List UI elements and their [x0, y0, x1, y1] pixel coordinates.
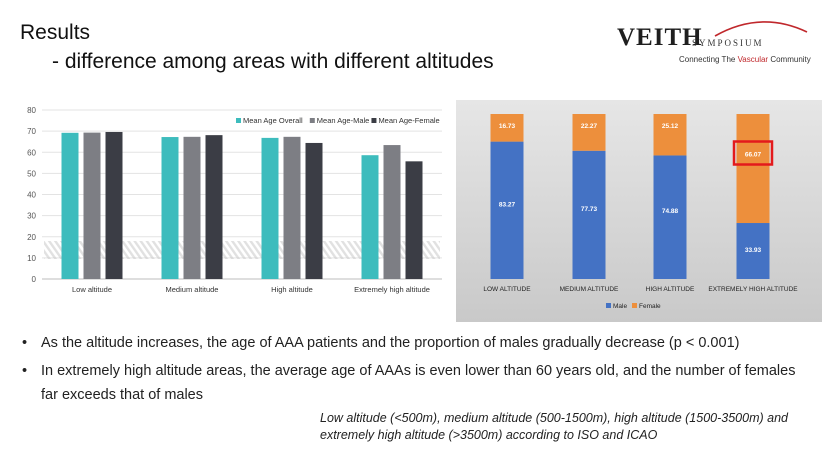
logo-wordmark: VEITH: [617, 24, 703, 51]
hatched-band: [44, 241, 440, 259]
mean-age-chart: 0 10 20 30 40 50 60 70 80 Low altitude Medium alti…: [27, 106, 442, 294]
bar-female: [490, 114, 524, 142]
bullet-item: • In extremely high altitude areas, the a…: [22, 363, 796, 403]
y-tick-label: 80: [27, 106, 36, 115]
x-tick-label: Extremely high altitude: [354, 285, 430, 294]
bar: [305, 142, 323, 279]
x-tick-label: Medium altitude: [166, 285, 219, 294]
legend-label: Mean Age-Male: [317, 116, 370, 125]
data-label-female: 16.73: [499, 123, 516, 130]
y-tick-label: 10: [27, 254, 36, 263]
data-label-female: 66.07: [745, 152, 762, 159]
bar: [105, 131, 123, 279]
bar-female: [653, 114, 687, 156]
bar: [261, 137, 279, 279]
data-label-female: 22.27: [581, 123, 598, 130]
bar-female: [572, 114, 606, 151]
altitude-footnote: Low altitude (<500m), medium altitude (5…: [320, 411, 788, 442]
data-label-male: 77.73: [581, 206, 598, 213]
data-label-female: 25.12: [662, 123, 679, 130]
legend-swatch: [236, 118, 241, 123]
bar-male: [490, 141, 524, 279]
sex-proportion-chart: 16.73 83.27 LOW ALTITUDE 22.27 77.73 MEDIUM A…: [456, 100, 822, 322]
bar: [205, 135, 223, 279]
bar: [383, 145, 401, 279]
bullet-item: • As the altitude increases, the age of A…: [22, 335, 740, 351]
x-tick-label: LOW ALTITUDE: [483, 286, 531, 293]
logo-arc-icon: [714, 21, 808, 37]
legend-label: Mean Age Overall: [243, 116, 303, 125]
legend-swatch: [632, 303, 637, 308]
bar-male: [653, 155, 687, 279]
y-tick-label: 20: [27, 233, 36, 242]
data-label-male: 83.27: [499, 201, 516, 208]
legend-label: Female: [639, 303, 661, 310]
legend-swatch: [371, 118, 377, 123]
bar-female: [736, 114, 770, 224]
y-tick-label: 70: [27, 127, 36, 136]
x-tick-label: HIGH ALTITUDE: [646, 286, 695, 293]
y-tick-label: 40: [27, 191, 36, 200]
bar: [61, 132, 79, 279]
x-tick-label: High altitude: [271, 285, 313, 294]
bar: [183, 136, 201, 279]
legend-label: Male: [613, 303, 627, 310]
y-tick-label: 0: [32, 275, 37, 284]
veith-logo: VEITH SYMPOSIUM Connecting The Vascular …: [617, 21, 811, 68]
y-tick-label: 30: [27, 212, 36, 221]
bar: [283, 136, 301, 279]
x-tick-label: Low altitude: [72, 285, 112, 294]
legend-swatch: [309, 118, 315, 123]
highlight-box: [732, 140, 774, 166]
bar: [361, 155, 379, 279]
legend-swatch: [606, 303, 611, 308]
bar-male: [572, 150, 606, 279]
bar: [161, 137, 179, 279]
bar: [405, 161, 423, 279]
x-tick-label: MEDIUM ALTITUDE: [560, 286, 619, 293]
y-tick-label: 60: [27, 148, 36, 157]
slide-subtitle: - difference among areas with different …: [52, 50, 494, 73]
slide-title: Results: [20, 21, 91, 44]
data-label-male: 33.93: [745, 247, 762, 254]
logo-tagline: Connecting The Vascular Community: [679, 55, 811, 64]
logo-symposium: SYMPOSIUM: [692, 38, 764, 48]
x-tick-label: EXTREMELY HIGH ALTITUDE: [708, 286, 798, 293]
bullet-list: • As the altitude increases, the age of A…: [22, 331, 812, 411]
y-tick-label: 50: [27, 169, 36, 178]
bar: [83, 132, 101, 279]
legend-label: Mean Age-Female: [378, 116, 439, 125]
bar-male: [736, 223, 770, 279]
data-label-male: 74.88: [662, 208, 679, 215]
